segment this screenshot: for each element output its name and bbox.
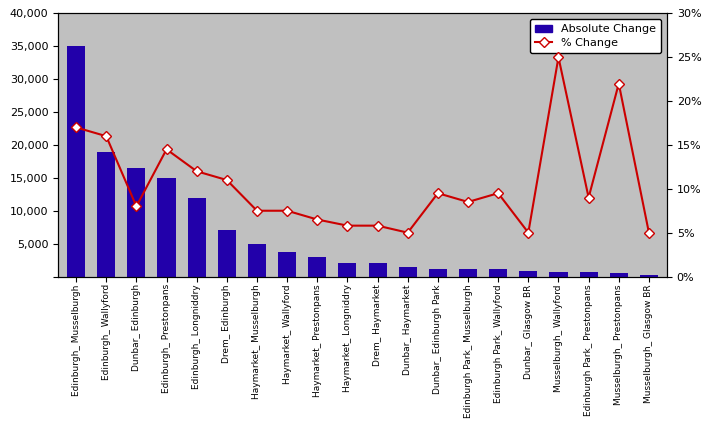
Bar	[368, 263, 386, 277]
Bar	[489, 269, 508, 277]
Bar	[399, 267, 417, 277]
Bar	[428, 268, 447, 277]
Bar	[308, 257, 326, 277]
Bar	[339, 263, 357, 277]
Bar	[248, 244, 266, 277]
Bar	[97, 152, 115, 277]
Bar	[610, 273, 628, 277]
Bar	[459, 269, 477, 277]
Bar	[157, 178, 175, 277]
Bar	[550, 272, 568, 277]
Bar	[128, 168, 146, 277]
Bar	[188, 198, 206, 277]
Bar	[218, 231, 236, 277]
Bar	[278, 252, 297, 277]
Legend: Absolute Change, % Change: Absolute Change, % Change	[530, 19, 661, 54]
Bar	[640, 275, 658, 277]
Bar	[519, 271, 537, 277]
Bar	[67, 46, 85, 277]
Bar	[579, 272, 597, 277]
